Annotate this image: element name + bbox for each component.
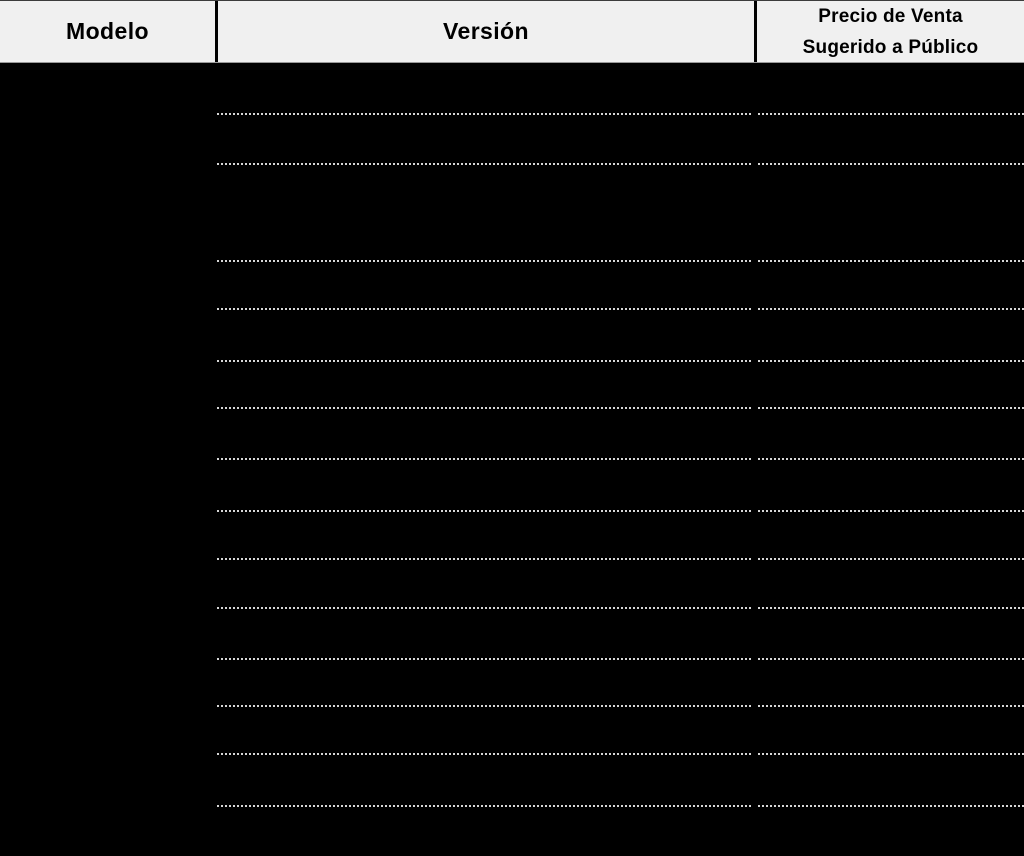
table-header-row: Modelo Versión Precio de Venta Sugerido … — [0, 0, 1024, 63]
row-separator — [758, 705, 1024, 707]
row-separator — [758, 658, 1024, 660]
row-separator — [217, 658, 753, 660]
table-body — [0, 63, 1024, 856]
row-separator — [217, 407, 753, 409]
row-separator — [217, 753, 753, 755]
row-separator — [217, 308, 753, 310]
column-header-modelo: Modelo — [0, 1, 215, 62]
row-separator — [217, 558, 753, 560]
column-header-version-label: Versión — [443, 18, 529, 44]
row-separator — [217, 607, 753, 609]
row-separator — [758, 510, 1024, 512]
column-header-precio: Precio de Venta Sugerido a Público — [754, 1, 1024, 62]
row-separator — [758, 360, 1024, 362]
row-separator — [217, 360, 753, 362]
row-separator — [758, 113, 1024, 115]
row-separator — [217, 113, 753, 115]
column-header-modelo-label: Modelo — [66, 18, 149, 44]
row-separator — [758, 163, 1024, 165]
row-separator — [758, 558, 1024, 560]
row-separator — [758, 407, 1024, 409]
column-header-precio-label-line2: Sugerido a Público — [802, 36, 979, 58]
row-separator — [758, 607, 1024, 609]
row-separator — [217, 805, 753, 807]
row-separator — [758, 458, 1024, 460]
row-separator — [758, 753, 1024, 755]
row-separator — [217, 705, 753, 707]
row-separator — [217, 260, 753, 262]
row-separator — [217, 458, 753, 460]
row-separator — [217, 510, 753, 512]
row-separator — [758, 308, 1024, 310]
row-separator — [217, 163, 753, 165]
column-header-version: Versión — [215, 1, 754, 62]
row-separator — [758, 805, 1024, 807]
row-separator — [758, 260, 1024, 262]
column-header-precio-label-line1: Precio de Venta — [818, 5, 963, 27]
